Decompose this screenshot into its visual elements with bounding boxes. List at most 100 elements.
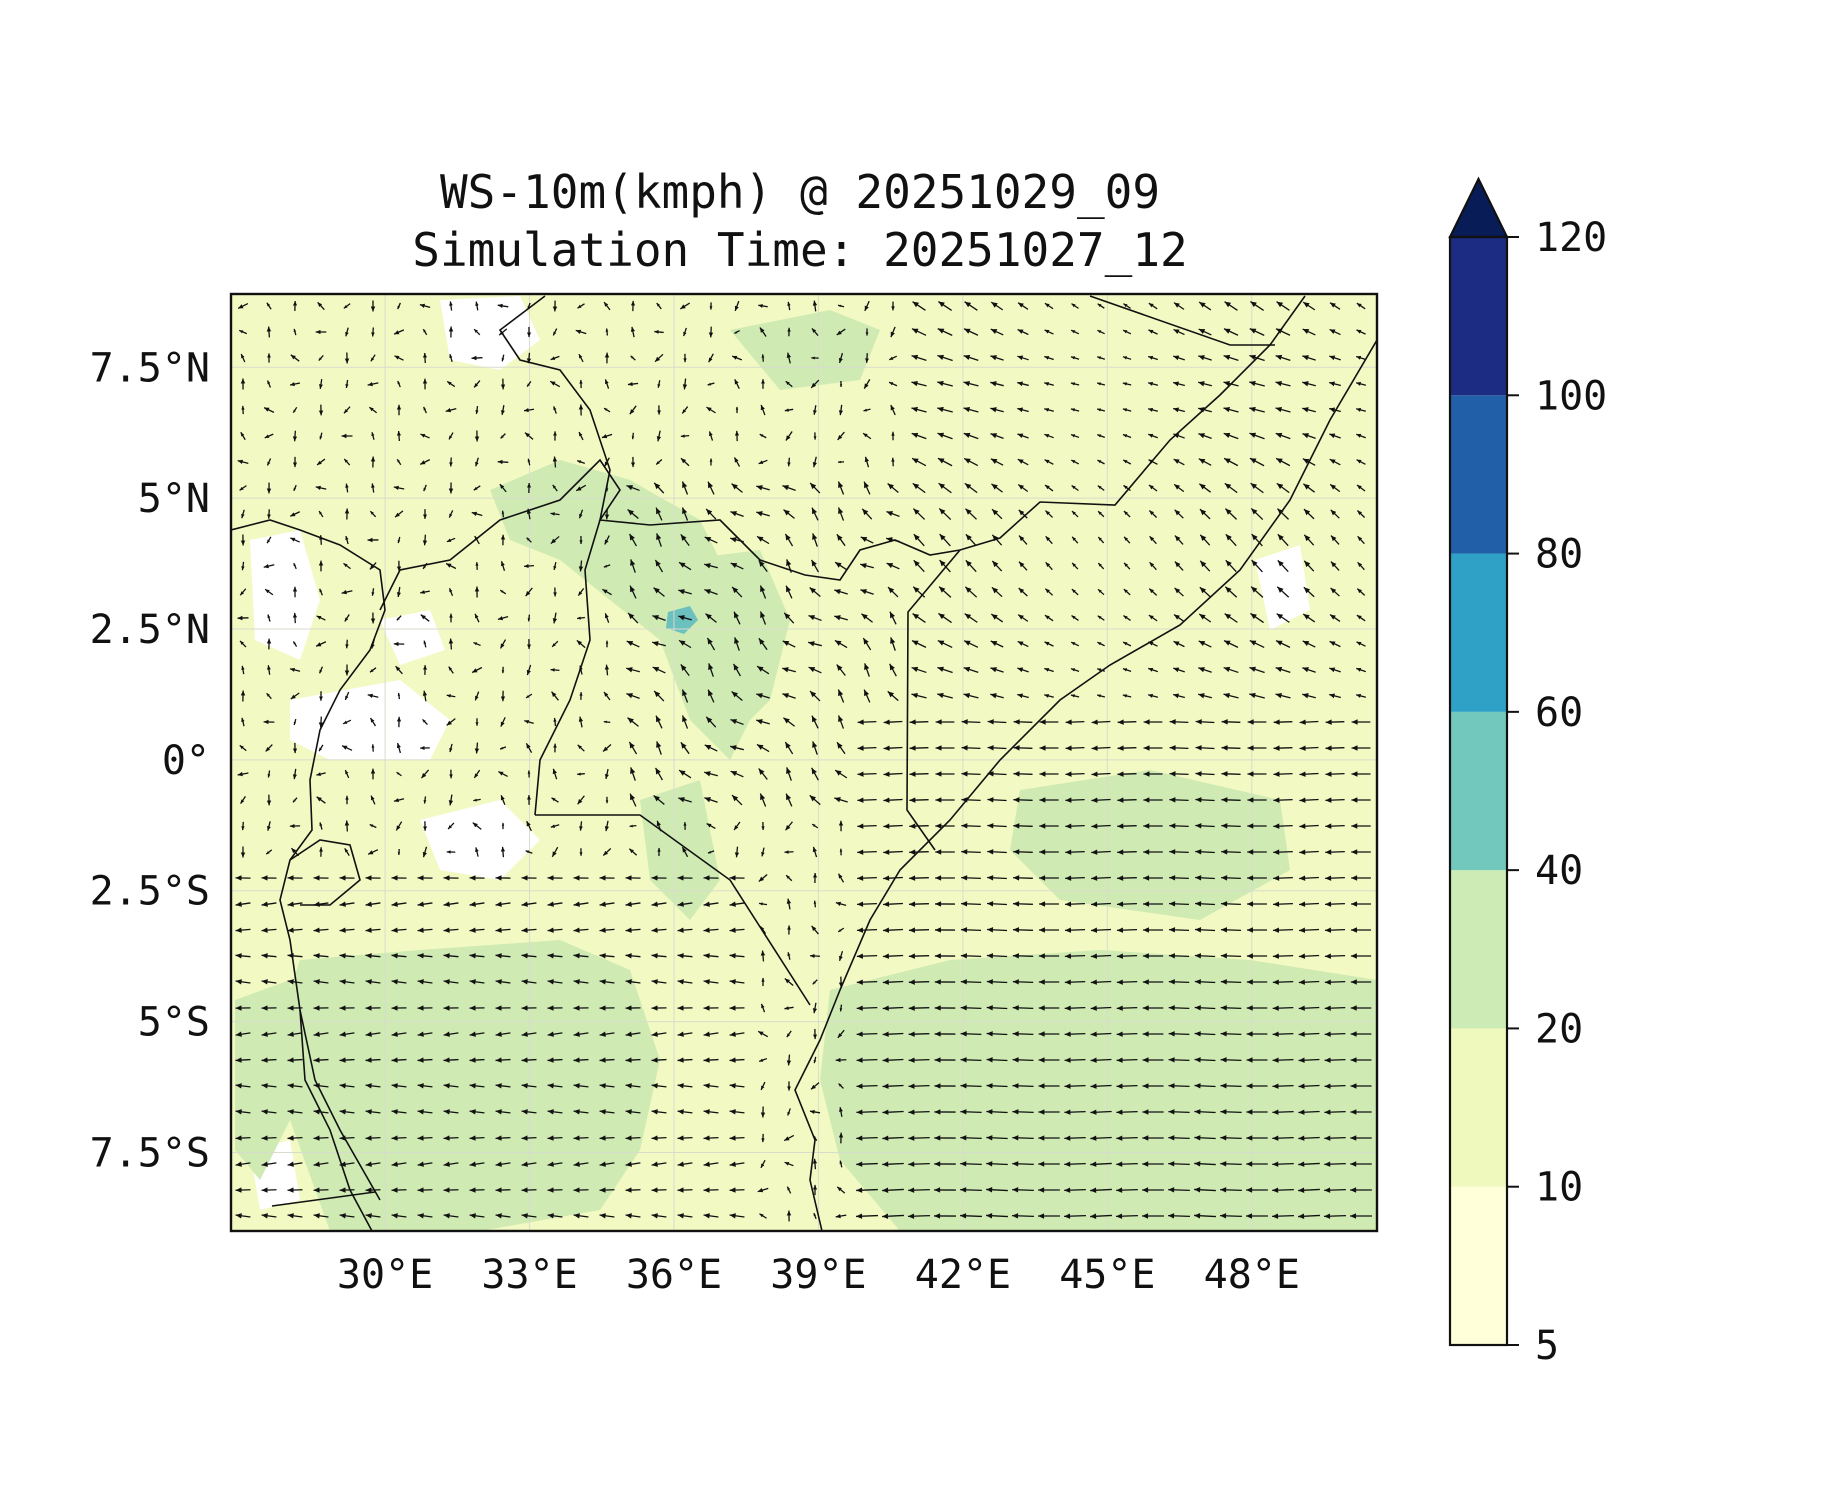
wind-vector-arrow <box>1324 927 1346 933</box>
wind-vector-arrow <box>500 433 506 439</box>
wind-vector-arrow <box>420 746 430 750</box>
wind-vector-arrow <box>1116 1187 1138 1193</box>
wind-vector-arrow <box>552 456 558 468</box>
wind-vector-arrow <box>1247 797 1267 803</box>
wind-vector-arrow <box>240 378 246 390</box>
wind-vector-arrow <box>986 1135 1008 1141</box>
wind-vector-arrow <box>1122 356 1132 360</box>
low-speed-patch <box>420 800 540 880</box>
wind-vector-arrow <box>651 953 667 959</box>
wind-vector-arrow <box>1090 953 1112 959</box>
wind-vector-arrow <box>235 927 251 933</box>
wind-vector-arrow <box>1097 485 1105 491</box>
wind-vector-arrow <box>397 536 401 544</box>
wind-vector-arrow <box>369 562 377 570</box>
wind-vector-arrow <box>960 1161 982 1167</box>
wind-vector-arrow <box>1117 797 1137 803</box>
wind-vector-arrow <box>527 639 532 649</box>
wind-vector-arrow <box>1172 381 1186 387</box>
wind-vector-arrow <box>475 718 479 726</box>
wind-vector-arrow <box>240 534 246 546</box>
wind-vector-arrow <box>912 586 926 598</box>
colorbar-tick-label: 40 <box>1535 848 1583 894</box>
wind-vector-arrow <box>287 1031 303 1037</box>
wind-vector-arrow <box>758 304 768 308</box>
wind-vector-arrow <box>1097 510 1105 518</box>
wind-vector-arrow <box>1325 771 1345 777</box>
wind-vector-arrow <box>313 1057 329 1063</box>
wind-vector-arrow <box>730 770 744 778</box>
wind-vector-arrow <box>991 586 1003 598</box>
map-plot-area <box>231 294 1377 1231</box>
wind-vector-arrow <box>1091 719 1111 725</box>
wind-vector-arrow <box>703 1109 719 1115</box>
wind-vector-arrow <box>653 795 665 805</box>
wind-vector-arrow <box>603 407 611 413</box>
wind-vector-arrow <box>551 846 559 858</box>
wind-vector-arrow <box>1220 1161 1242 1167</box>
wind-vector-arrow <box>474 586 480 598</box>
wind-vector-arrow <box>495 1005 511 1011</box>
wind-vector-arrow <box>370 612 376 624</box>
wind-vector-arrow <box>787 457 791 467</box>
wind-vector-arrow <box>861 613 873 623</box>
map-gridlines <box>231 294 1377 1231</box>
wind-vector-arrow <box>864 300 870 312</box>
wind-vector-arrow <box>1272 1005 1294 1011</box>
wind-vector-arrow <box>423 640 427 648</box>
wind-vector-arrow <box>883 849 903 855</box>
wind-vector-arrow <box>965 559 977 573</box>
wind-vector-arrow <box>1071 484 1079 492</box>
wind-vector-arrow <box>1018 535 1028 545</box>
wind-vector-arrow <box>1070 459 1080 465</box>
wind-vector-arrow <box>704 771 718 777</box>
wind-vector-arrow <box>656 533 662 547</box>
wind-vector-arrow <box>834 561 848 571</box>
wind-vector-arrow <box>630 767 636 781</box>
wind-vector-arrow <box>495 979 511 985</box>
wind-vector-arrow <box>784 408 794 412</box>
wind-vector-arrow <box>812 533 818 547</box>
wind-vector-arrow <box>963 354 979 361</box>
wind-vector-arrow <box>1194 1135 1216 1141</box>
wind-vector-arrow <box>287 979 303 985</box>
wind-vector-arrow <box>908 1109 930 1115</box>
wind-vector-arrow <box>446 537 456 543</box>
wind-vector-arrow <box>909 719 929 725</box>
wind-vector-arrow <box>290 537 300 543</box>
wind-vector-arrow <box>935 797 955 803</box>
wind-vector-arrow <box>651 1213 667 1219</box>
wind-vector-arrow <box>344 848 350 856</box>
wind-vector-arrow <box>422 562 428 570</box>
wind-vector-arrow <box>599 875 615 881</box>
wind-vector-arrow <box>1275 640 1291 648</box>
wind-vector-arrow <box>1070 668 1080 672</box>
wind-vector-arrow <box>760 1003 766 1013</box>
wind-vector-arrow <box>1013 719 1033 725</box>
wind-vector-arrow <box>525 693 533 699</box>
wind-vector-arrow <box>1064 953 1086 959</box>
wind-vector-arrow <box>527 614 531 622</box>
wind-vector-arrow <box>1012 1213 1034 1219</box>
wind-vector-arrow <box>1194 1005 1216 1011</box>
wind-vector-arrow <box>339 1109 355 1115</box>
wind-vector-arrow <box>287 953 303 959</box>
wind-vector-arrow <box>680 664 690 676</box>
wind-vector-arrow <box>1012 1161 1034 1167</box>
wind-vector-arrow <box>1194 1083 1216 1089</box>
wind-vector-arrow <box>1273 797 1293 803</box>
wind-vector-arrow <box>527 302 531 310</box>
wind-vector-arrow <box>365 953 381 959</box>
wind-vector-arrow <box>857 901 877 907</box>
wind-vector-arrow <box>1148 329 1158 335</box>
wind-vector-arrow <box>365 1135 381 1141</box>
wind-vector-arrow <box>864 456 870 468</box>
wind-vector-arrow <box>1168 1083 1190 1089</box>
wind-vector-arrow <box>1276 301 1290 311</box>
wind-vector-arrow <box>319 847 323 857</box>
wind-vector-arrow <box>599 901 615 907</box>
wind-vector-arrow <box>287 875 303 881</box>
wind-vector-arrow <box>1324 953 1346 959</box>
wind-vector-arrow <box>890 326 896 338</box>
wind-vector-arrow <box>784 741 794 755</box>
